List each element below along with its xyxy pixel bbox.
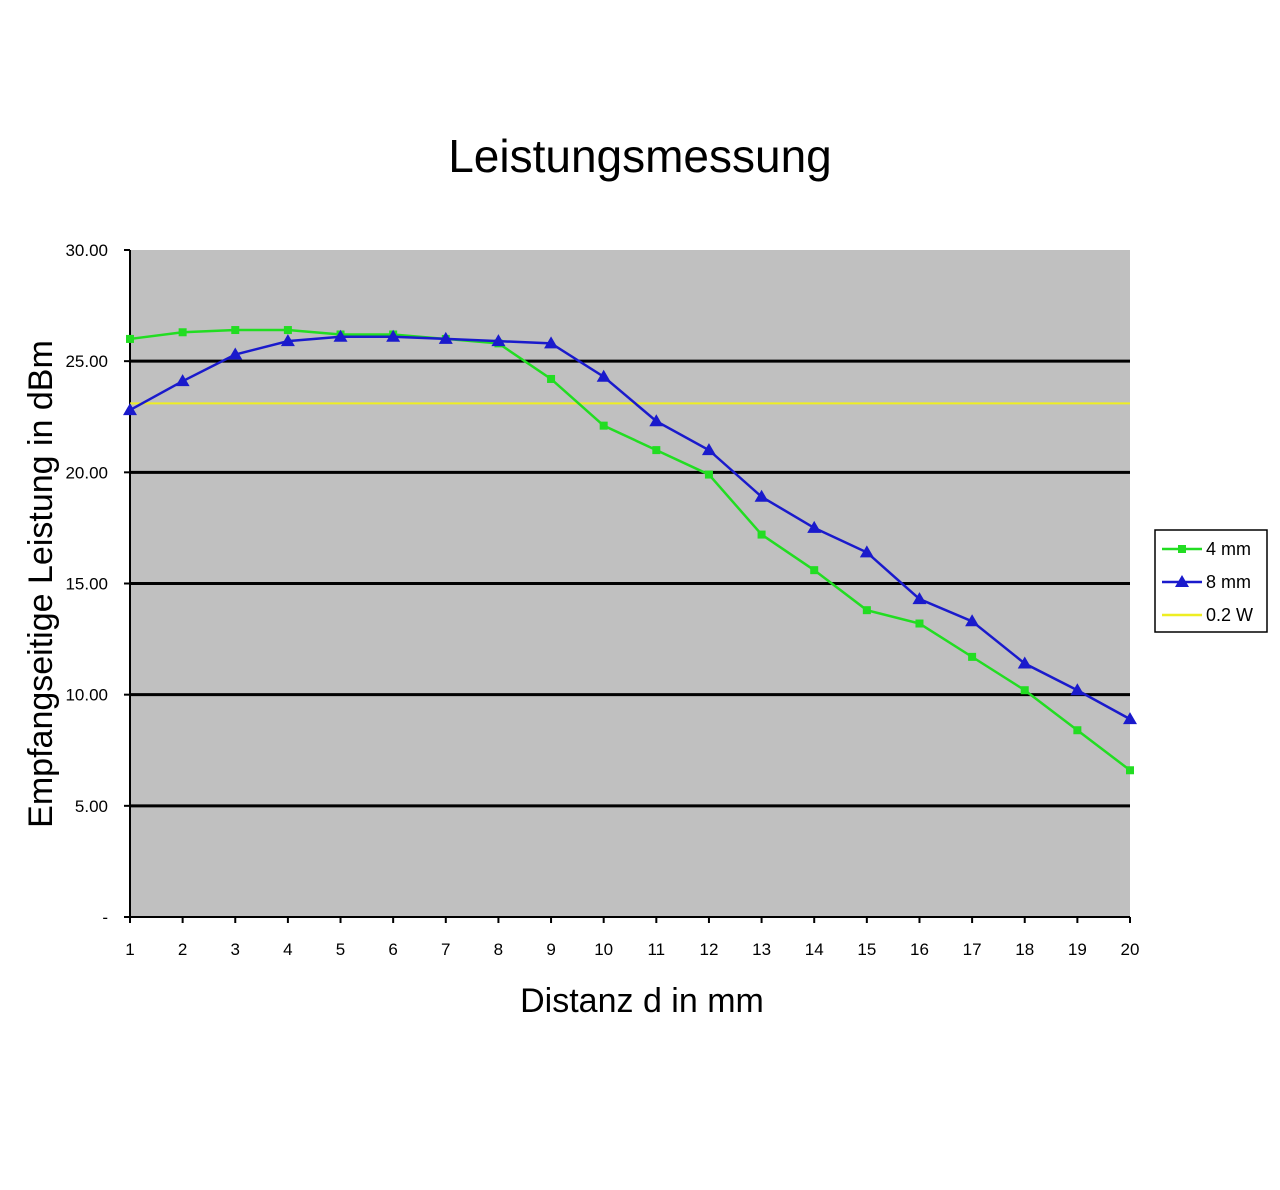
data-point — [547, 374, 556, 383]
data-point — [704, 470, 713, 479]
y-tick-label: 15.00 — [65, 575, 108, 594]
data-point — [1070, 683, 1085, 696]
x-axis-label: Distanz d in mm — [520, 982, 764, 1020]
x-tick-label: 16 — [910, 940, 929, 959]
y-tick-label: 20.00 — [65, 463, 108, 482]
y-tick-label: 25.00 — [65, 352, 108, 371]
series-8-mm — [123, 329, 1137, 725]
legend-label: 0.2 W — [1206, 605, 1253, 625]
data-point — [1123, 712, 1137, 725]
y-tick-label: 10.00 — [65, 686, 108, 705]
legend-item: 8 mm — [1162, 572, 1251, 592]
x-tick-label: 2 — [178, 940, 187, 959]
y-tick-label: 30.00 — [65, 241, 108, 260]
data-point — [175, 374, 190, 387]
x-axis-ticks: 1 2 3 4 5 6 7 8 9 10 11 12 13 14 15 16 17 18 19 20 — [125, 917, 1139, 959]
legend-marker — [1175, 575, 1189, 587]
legend-item: 4 mm — [1162, 539, 1251, 559]
x-tick-label: 10 — [594, 940, 613, 959]
data-point — [333, 329, 348, 342]
data-point — [1020, 686, 1029, 695]
data-point — [912, 592, 927, 605]
data-point — [228, 347, 243, 360]
data-point — [178, 328, 187, 337]
series-line — [129, 328, 1131, 772]
data-point — [757, 530, 766, 539]
legend-label: 8 mm — [1206, 572, 1251, 592]
data-point — [596, 369, 611, 382]
y-tick-label: - — [102, 908, 108, 927]
legend-item: 0.2 W — [1162, 605, 1253, 625]
data-point — [438, 331, 453, 344]
data-point — [283, 326, 292, 335]
x-tick-label: 19 — [1068, 940, 1087, 959]
x-tick-label: 17 — [963, 940, 982, 959]
chart-title: Leistungsmessung — [448, 130, 832, 182]
data-point — [386, 329, 401, 342]
data-point — [754, 489, 769, 502]
data-point — [652, 446, 661, 455]
x-tick-label: 15 — [857, 940, 876, 959]
data-point — [859, 545, 874, 558]
x-tick-label: 9 — [546, 940, 555, 959]
data-point — [123, 403, 137, 416]
x-tick-label: 12 — [699, 940, 718, 959]
x-tick-label: 20 — [1121, 940, 1140, 959]
x-tick-label: 7 — [441, 940, 450, 959]
x-tick-label: 11 — [647, 940, 665, 959]
y-axis-ticks: - 5.00 10.00 15.00 20.00 25.00 30.00 — [65, 241, 130, 927]
data-point — [280, 334, 295, 347]
series-line — [129, 335, 1131, 721]
data-point — [701, 443, 716, 456]
data-point — [965, 614, 980, 627]
data-point — [544, 336, 559, 349]
x-tick-label: 13 — [752, 940, 771, 959]
data-point — [231, 326, 240, 335]
x-tick-label: 1 — [125, 940, 134, 959]
legend-label: 4 mm — [1206, 539, 1251, 559]
grid-lines — [130, 359, 1130, 808]
data-point — [649, 414, 664, 427]
legend-marker — [1178, 545, 1186, 553]
data-point — [968, 652, 977, 661]
series-layer — [123, 326, 1137, 775]
x-tick-label: 18 — [1015, 940, 1034, 959]
data-point — [491, 334, 506, 347]
y-tick-label: 5.00 — [75, 797, 108, 816]
data-point — [862, 606, 871, 615]
x-tick-label: 4 — [283, 940, 292, 959]
y-axis-label: Empfangseitige Leistung in dBm — [22, 340, 60, 828]
data-point — [807, 520, 822, 533]
x-tick-label: 3 — [231, 940, 240, 959]
data-point — [810, 566, 819, 575]
data-point — [599, 421, 608, 430]
legend: 4 mm 8 mm 0.2 W — [1154, 529, 1268, 633]
x-tick-label: 5 — [336, 940, 345, 959]
data-point — [126, 334, 134, 343]
data-point — [915, 619, 924, 628]
x-tick-label: 8 — [494, 940, 503, 959]
data-point — [1126, 766, 1134, 775]
data-point — [1017, 656, 1032, 669]
x-tick-label: 14 — [805, 940, 824, 959]
data-point — [1073, 726, 1082, 735]
x-tick-label: 6 — [388, 940, 397, 959]
